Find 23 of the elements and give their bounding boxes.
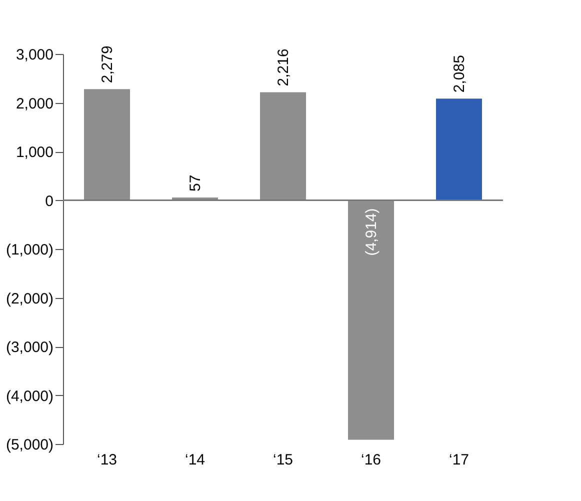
data-label: 57 bbox=[187, 174, 204, 192]
bar bbox=[84, 89, 130, 200]
x-tick-label: ‘15 bbox=[272, 452, 294, 468]
bar bbox=[436, 98, 482, 200]
x-tick-label: ‘16 bbox=[360, 452, 382, 468]
x-tick-label: ‘17 bbox=[448, 452, 470, 468]
data-label: (4,914) bbox=[363, 208, 380, 256]
x-tick-label: ‘14 bbox=[184, 452, 206, 468]
y-tick-label: 2,000 bbox=[16, 95, 54, 112]
y-tick-label: (2,000) bbox=[6, 290, 54, 308]
bar bbox=[348, 200, 394, 440]
y-tick-label: 0 bbox=[45, 192, 54, 210]
y-tick-label: (3,000) bbox=[6, 339, 54, 356]
x-tick-label: ‘13 bbox=[96, 452, 118, 468]
y-tick-label: 3,000 bbox=[16, 46, 54, 64]
y-tick-label: (5,000) bbox=[6, 436, 54, 454]
data-label: 2,085 bbox=[451, 55, 468, 93]
y-tick-label: (1,000) bbox=[6, 242, 54, 258]
y-tick-label: (4,000) bbox=[6, 388, 54, 405]
bar bbox=[260, 92, 306, 200]
y-tick-label: 1,000 bbox=[16, 144, 54, 161]
data-label: 2,279 bbox=[99, 46, 116, 84]
data-label: 2,216 bbox=[275, 48, 292, 86]
